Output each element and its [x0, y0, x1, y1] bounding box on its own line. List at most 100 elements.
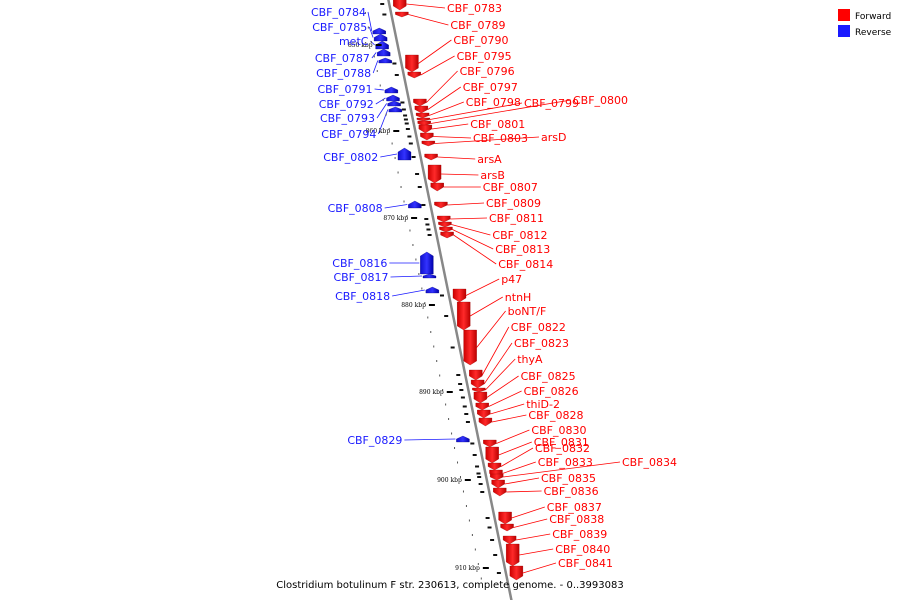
- gene-label-cbf-0829[interactable]: CBF_0829: [347, 434, 402, 447]
- gene-forward-cbf-0834[interactable]: [490, 473, 504, 481]
- gene-reverse-cbf-0793[interactable]: [387, 100, 401, 107]
- gene-label-cbf-0817[interactable]: CBF_0817: [333, 271, 388, 284]
- gene-forward-cbf-0797[interactable]: [414, 105, 429, 114]
- gene-forward-cbf-0841[interactable]: [509, 565, 524, 581]
- gene-label-cbf-0794[interactable]: CBF_0794: [321, 128, 376, 141]
- gene-label-cbf-0811[interactable]: CBF_0811: [489, 212, 544, 225]
- gene-reverse-cbf-0794[interactable]: [388, 106, 403, 113]
- gene-label-cbf-0792[interactable]: CBF_0792: [319, 98, 374, 111]
- gene-forward-cbf-0839[interactable]: [502, 535, 517, 545]
- gene-label-cbf-0828[interactable]: CBF_0828: [528, 409, 583, 422]
- gene-forward-cbf-0811[interactable]: [437, 215, 451, 223]
- gene-label-cbf-0799[interactable]: CBF_0799: [524, 97, 579, 110]
- gene-label-cbf-0831[interactable]: CBF_0831: [534, 436, 589, 449]
- gene-forward-cbf-0832[interactable]: [487, 462, 502, 471]
- gene-forward-cbf-0835[interactable]: [491, 479, 505, 489]
- gene-label-cbf-0833[interactable]: CBF_0833: [538, 456, 593, 469]
- gene-forward-cbf-0799[interactable]: [416, 117, 431, 122]
- gene-reverse-cbf-0791[interactable]: [384, 86, 399, 94]
- gene-label-cbf-0813[interactable]: CBF_0813: [495, 243, 550, 256]
- gene-reverse-cbf-0785[interactable]: [373, 33, 388, 42]
- gene-label-cbf-0825[interactable]: CBF_0825: [521, 370, 576, 383]
- gene-reverse-cbf-0788[interactable]: [378, 57, 392, 64]
- gene-forward-arsa[interactable]: [424, 153, 438, 161]
- gene-forward-ntnh[interactable]: [457, 301, 471, 331]
- gene-label-cbf-0836[interactable]: CBF_0836: [544, 485, 599, 498]
- gene-forward-cbf-0783[interactable]: [393, 0, 407, 11]
- gene-label-arsd[interactable]: arsD: [541, 131, 566, 144]
- gene-forward-cbf-0830[interactable]: [483, 439, 497, 448]
- gene-label-arsa[interactable]: arsA: [477, 153, 502, 166]
- gene-forward-thya[interactable]: [472, 387, 486, 393]
- gene-label-cbf-0837[interactable]: CBF_0837: [547, 501, 602, 514]
- gene-label-cbf-0835[interactable]: CBF_0835: [541, 472, 596, 485]
- gene-forward-cbf-0789[interactable]: [395, 11, 409, 18]
- gene-reverse-cbf-0818[interactable]: [425, 286, 440, 294]
- gene-reverse-cbf-0829[interactable]: [456, 435, 470, 443]
- gene-reverse-cbf-0784[interactable]: [372, 27, 386, 35]
- gene-reverse-cbf-0787[interactable]: [377, 48, 391, 57]
- gene-label-thid-2[interactable]: thiD-2: [526, 398, 560, 411]
- gene-forward-bont-f[interactable]: [463, 329, 477, 366]
- gene-reverse-cbf-0808[interactable]: [408, 200, 422, 209]
- gene-label-cbf-0788[interactable]: CBF_0788: [316, 67, 371, 80]
- gene-reverse-cbf-0792[interactable]: [386, 94, 400, 102]
- gene-forward-cbf-0803[interactable]: [420, 132, 434, 141]
- gene-forward-thid-2[interactable]: [477, 409, 491, 419]
- gene-forward-cbf-0836[interactable]: [493, 487, 507, 497]
- gene-forward-cbf-0812[interactable]: [438, 221, 452, 228]
- gene-label-cbf-0814[interactable]: CBF_0814: [498, 258, 553, 271]
- gene-forward-cbf-0831[interactable]: [485, 446, 499, 464]
- gene-forward-cbf-0801[interactable]: [418, 124, 433, 134]
- gene-label-cbf-0800[interactable]: CBF_0800: [573, 94, 628, 107]
- gene-label-cbf-0796[interactable]: CBF_0796: [460, 65, 515, 78]
- gene-label-cbf-0790[interactable]: CBF_0790: [453, 34, 508, 47]
- gene-label-cbf-0793[interactable]: CBF_0793: [320, 112, 375, 125]
- gene-label-cbf-0807[interactable]: CBF_0807: [483, 181, 538, 194]
- gene-forward-cbf-0807[interactable]: [430, 182, 444, 192]
- gene-reverse-cbf-0817[interactable]: [422, 273, 437, 279]
- gene-forward-cbf-0826[interactable]: [475, 402, 489, 411]
- gene-label-cbf-0787[interactable]: CBF_0787: [315, 52, 370, 65]
- gene-label-cbf-0840[interactable]: CBF_0840: [555, 543, 610, 556]
- gene-label-thya[interactable]: thyA: [517, 353, 543, 366]
- gene-forward-arsb[interactable]: [427, 164, 442, 184]
- gene-forward-cbf-0837[interactable]: [498, 511, 512, 525]
- gene-forward-cbf-0814[interactable]: [440, 231, 454, 239]
- gene-forward-cbf-0795[interactable]: [407, 71, 421, 79]
- gene-forward-cbf-0840[interactable]: [506, 543, 520, 567]
- gene-label-bont-f[interactable]: boNT/F: [508, 305, 547, 318]
- gene-label-cbf-0791[interactable]: CBF_0791: [317, 83, 372, 96]
- gene-forward-cbf-0809[interactable]: [434, 201, 448, 209]
- gene-label-cbf-0798[interactable]: CBF_0798: [466, 96, 521, 109]
- gene-forward-cbf-0790[interactable]: [405, 54, 419, 73]
- gene-forward-cbf-0825[interactable]: [473, 391, 488, 404]
- gene-forward-cbf-0796[interactable]: [413, 98, 427, 107]
- gene-label-cbf-0809[interactable]: CBF_0809: [486, 197, 541, 210]
- gene-label-cbf-0795[interactable]: CBF_0795: [457, 50, 512, 63]
- gene-label-cbf-0783[interactable]: CBF_0783: [447, 2, 502, 15]
- gene-forward-cbf-0798[interactable]: [415, 112, 430, 119]
- gene-forward-cbf-0828[interactable]: [478, 417, 493, 427]
- gene-label-cbf-0839[interactable]: CBF_0839: [552, 528, 607, 541]
- gene-label-cbf-0822[interactable]: CBF_0822: [511, 321, 566, 334]
- gene-label-cbf-0838[interactable]: CBF_0838: [549, 513, 604, 526]
- gene-label-metc[interactable]: metC: [339, 35, 369, 48]
- gene-label-cbf-0808[interactable]: CBF_0808: [328, 202, 383, 215]
- gene-label-cbf-0818[interactable]: CBF_0818: [335, 290, 390, 303]
- gene-label-cbf-0789[interactable]: CBF_0789: [450, 19, 505, 32]
- gene-label-cbf-0841[interactable]: CBF_0841: [558, 557, 613, 570]
- gene-label-cbf-0803[interactable]: CBF_0803: [473, 132, 528, 145]
- gene-label-p47[interactable]: p47: [501, 273, 522, 286]
- gene-label-cbf-0784[interactable]: CBF_0784: [311, 6, 366, 19]
- gene-label-cbf-0832[interactable]: CBF_0832: [535, 442, 590, 455]
- gene-label-cbf-0812[interactable]: CBF_0812: [492, 229, 547, 242]
- gene-forward-cbf-0813[interactable]: [439, 226, 453, 233]
- gene-label-cbf-0834[interactable]: CBF_0834: [622, 456, 677, 469]
- gene-label-cbf-0826[interactable]: CBF_0826: [524, 385, 579, 398]
- gene-forward-arsd[interactable]: [421, 140, 435, 147]
- gene-label-cbf-0830[interactable]: CBF_0830: [531, 424, 586, 437]
- gene-label-cbf-0823[interactable]: CBF_0823: [514, 337, 569, 350]
- gene-forward-cbf-0800[interactable]: [417, 120, 431, 127]
- gene-forward-p47[interactable]: [452, 288, 467, 303]
